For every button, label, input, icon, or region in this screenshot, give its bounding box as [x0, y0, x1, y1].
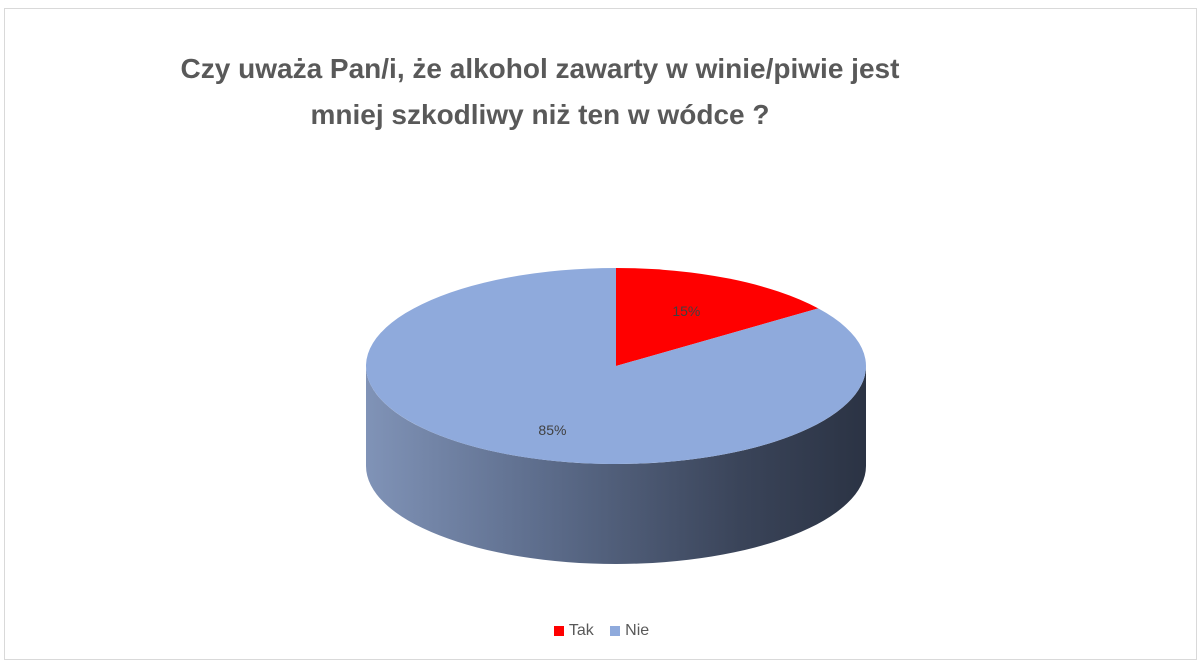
legend-label-tak: Tak [568, 622, 594, 639]
data-label-tak: 15% [672, 303, 700, 319]
chart-title-line-1: Czy uważa Pan/i, że alkohol zawarty w wi… [180, 53, 900, 84]
legend: Tak Nie [0, 622, 1203, 641]
pie-slice-nie [366, 268, 867, 464]
pie-slice-tak [616, 268, 819, 366]
chart-title-line-2: mniej szkodliwy niż ten w wódce ? [310, 99, 770, 130]
data-label-nie: 85% [538, 422, 566, 438]
legend-item-nie: Nie [610, 622, 649, 640]
chart-title: Czy uważa Pan/i, że alkohol zawarty w wi… [0, 46, 1080, 138]
legend-label-nie: Nie [625, 622, 650, 639]
pie-side-wall [366, 366, 866, 564]
legend-swatch-nie [610, 626, 621, 636]
legend-item-tak: Tak [553, 622, 594, 640]
legend-swatch-tak [553, 626, 564, 636]
